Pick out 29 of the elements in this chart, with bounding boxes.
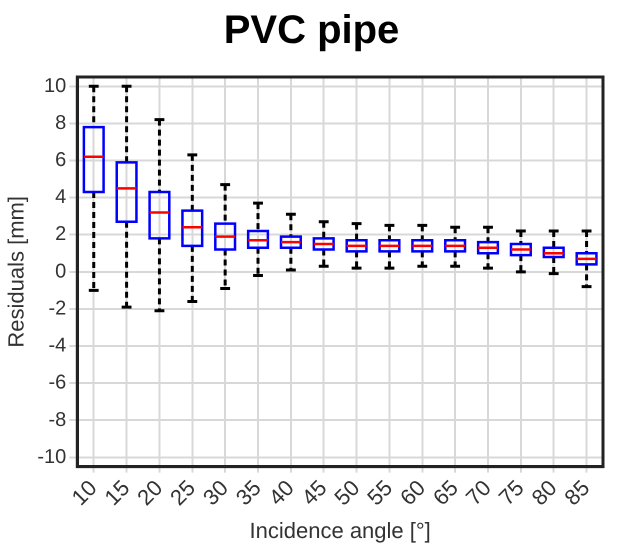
x-tick-label: 70 bbox=[460, 475, 496, 510]
x-tick-label: 85 bbox=[559, 475, 594, 510]
x-tick-label: 45 bbox=[296, 475, 332, 510]
y-tick-label: -4 bbox=[48, 334, 66, 357]
x-tick-label: 55 bbox=[362, 475, 398, 510]
y-tick-label: 4 bbox=[55, 186, 66, 208]
x-tick-label: 80 bbox=[526, 475, 562, 510]
y-tick-label: 0 bbox=[55, 260, 66, 282]
y-tick-label: 2 bbox=[55, 223, 66, 246]
x-tick-label: 50 bbox=[329, 475, 364, 510]
y-tick-label: -10 bbox=[37, 446, 66, 468]
x-tick-label: 15 bbox=[99, 475, 134, 510]
x-tick-label: 65 bbox=[428, 475, 463, 510]
y-tick-label: 8 bbox=[55, 112, 66, 134]
x-tick-label: 75 bbox=[494, 475, 529, 510]
x-axis-title: Incidence angle [°] bbox=[250, 518, 431, 543]
y-axis-title: Residuals [mm] bbox=[3, 196, 28, 348]
x-tick-label: 40 bbox=[264, 475, 299, 510]
x-tick-label: 20 bbox=[132, 475, 168, 510]
x-tick-label: 30 bbox=[198, 475, 233, 510]
y-tick-label: -8 bbox=[48, 408, 66, 431]
y-tick-label: -6 bbox=[48, 372, 66, 394]
y-tick-label: 10 bbox=[44, 74, 66, 97]
x-tick-label: 60 bbox=[395, 475, 430, 510]
chart-title: PVC pipe bbox=[222, 8, 400, 53]
y-tick-label: 6 bbox=[55, 149, 66, 172]
x-tick-label: 25 bbox=[165, 475, 200, 510]
y-tick-label: -2 bbox=[48, 297, 66, 320]
x-tick-label: 35 bbox=[230, 475, 266, 510]
